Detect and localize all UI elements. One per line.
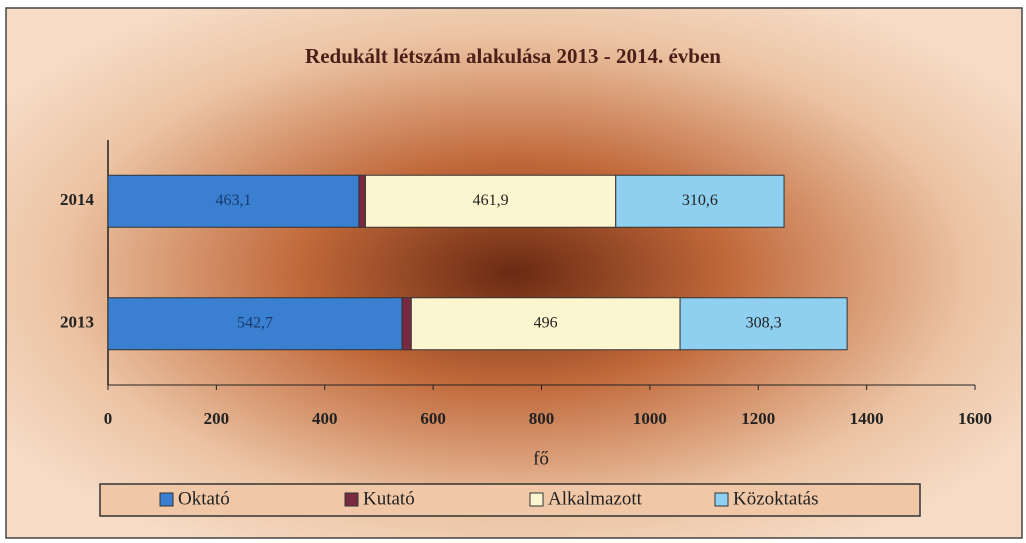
data-label: 461,9 bbox=[473, 192, 509, 209]
y-tick-label: 2014 bbox=[60, 190, 95, 209]
x-tick-label: 200 bbox=[204, 409, 230, 428]
x-axis-label: fő bbox=[533, 448, 549, 469]
bar-segment bbox=[358, 174, 366, 228]
x-tick-label: 1200 bbox=[741, 409, 775, 428]
x-tick-label: 600 bbox=[420, 409, 446, 428]
legend-swatch bbox=[529, 492, 544, 507]
legend-label: Oktató bbox=[178, 488, 230, 509]
legend-swatch bbox=[344, 492, 359, 507]
data-label: 463,1 bbox=[215, 192, 251, 209]
bar-segment bbox=[364, 174, 617, 228]
bar-segment bbox=[410, 297, 681, 351]
y-tick-label: 2013 bbox=[60, 313, 94, 332]
legend-swatch bbox=[159, 492, 174, 507]
x-tick-label: 0 bbox=[104, 409, 113, 428]
legend-box bbox=[99, 483, 921, 517]
chart-title: Redukált létszám alakulása 2013 - 2014. … bbox=[305, 44, 721, 68]
bar-segment bbox=[107, 174, 360, 228]
bar-segment bbox=[615, 174, 785, 228]
legend-label: Közoktatás bbox=[733, 488, 818, 509]
x-tick-label: 1400 bbox=[850, 409, 884, 428]
legend-label: Alkalmazott bbox=[548, 488, 643, 509]
data-label: 310,6 bbox=[682, 192, 718, 209]
data-label: 542,7 bbox=[237, 314, 273, 331]
x-tick-label: 1600 bbox=[958, 409, 992, 428]
bar-segment bbox=[401, 297, 412, 351]
legend-swatch bbox=[714, 492, 729, 507]
legend-label: Kutató bbox=[363, 488, 415, 509]
x-tick-label: 400 bbox=[312, 409, 338, 428]
data-label: 496 bbox=[534, 314, 558, 331]
x-tick-label: 1000 bbox=[633, 409, 667, 428]
x-tick-label: 800 bbox=[529, 409, 555, 428]
chart-background bbox=[5, 7, 1023, 539]
bar-segment bbox=[679, 297, 848, 351]
data-label: 308,3 bbox=[746, 314, 782, 331]
